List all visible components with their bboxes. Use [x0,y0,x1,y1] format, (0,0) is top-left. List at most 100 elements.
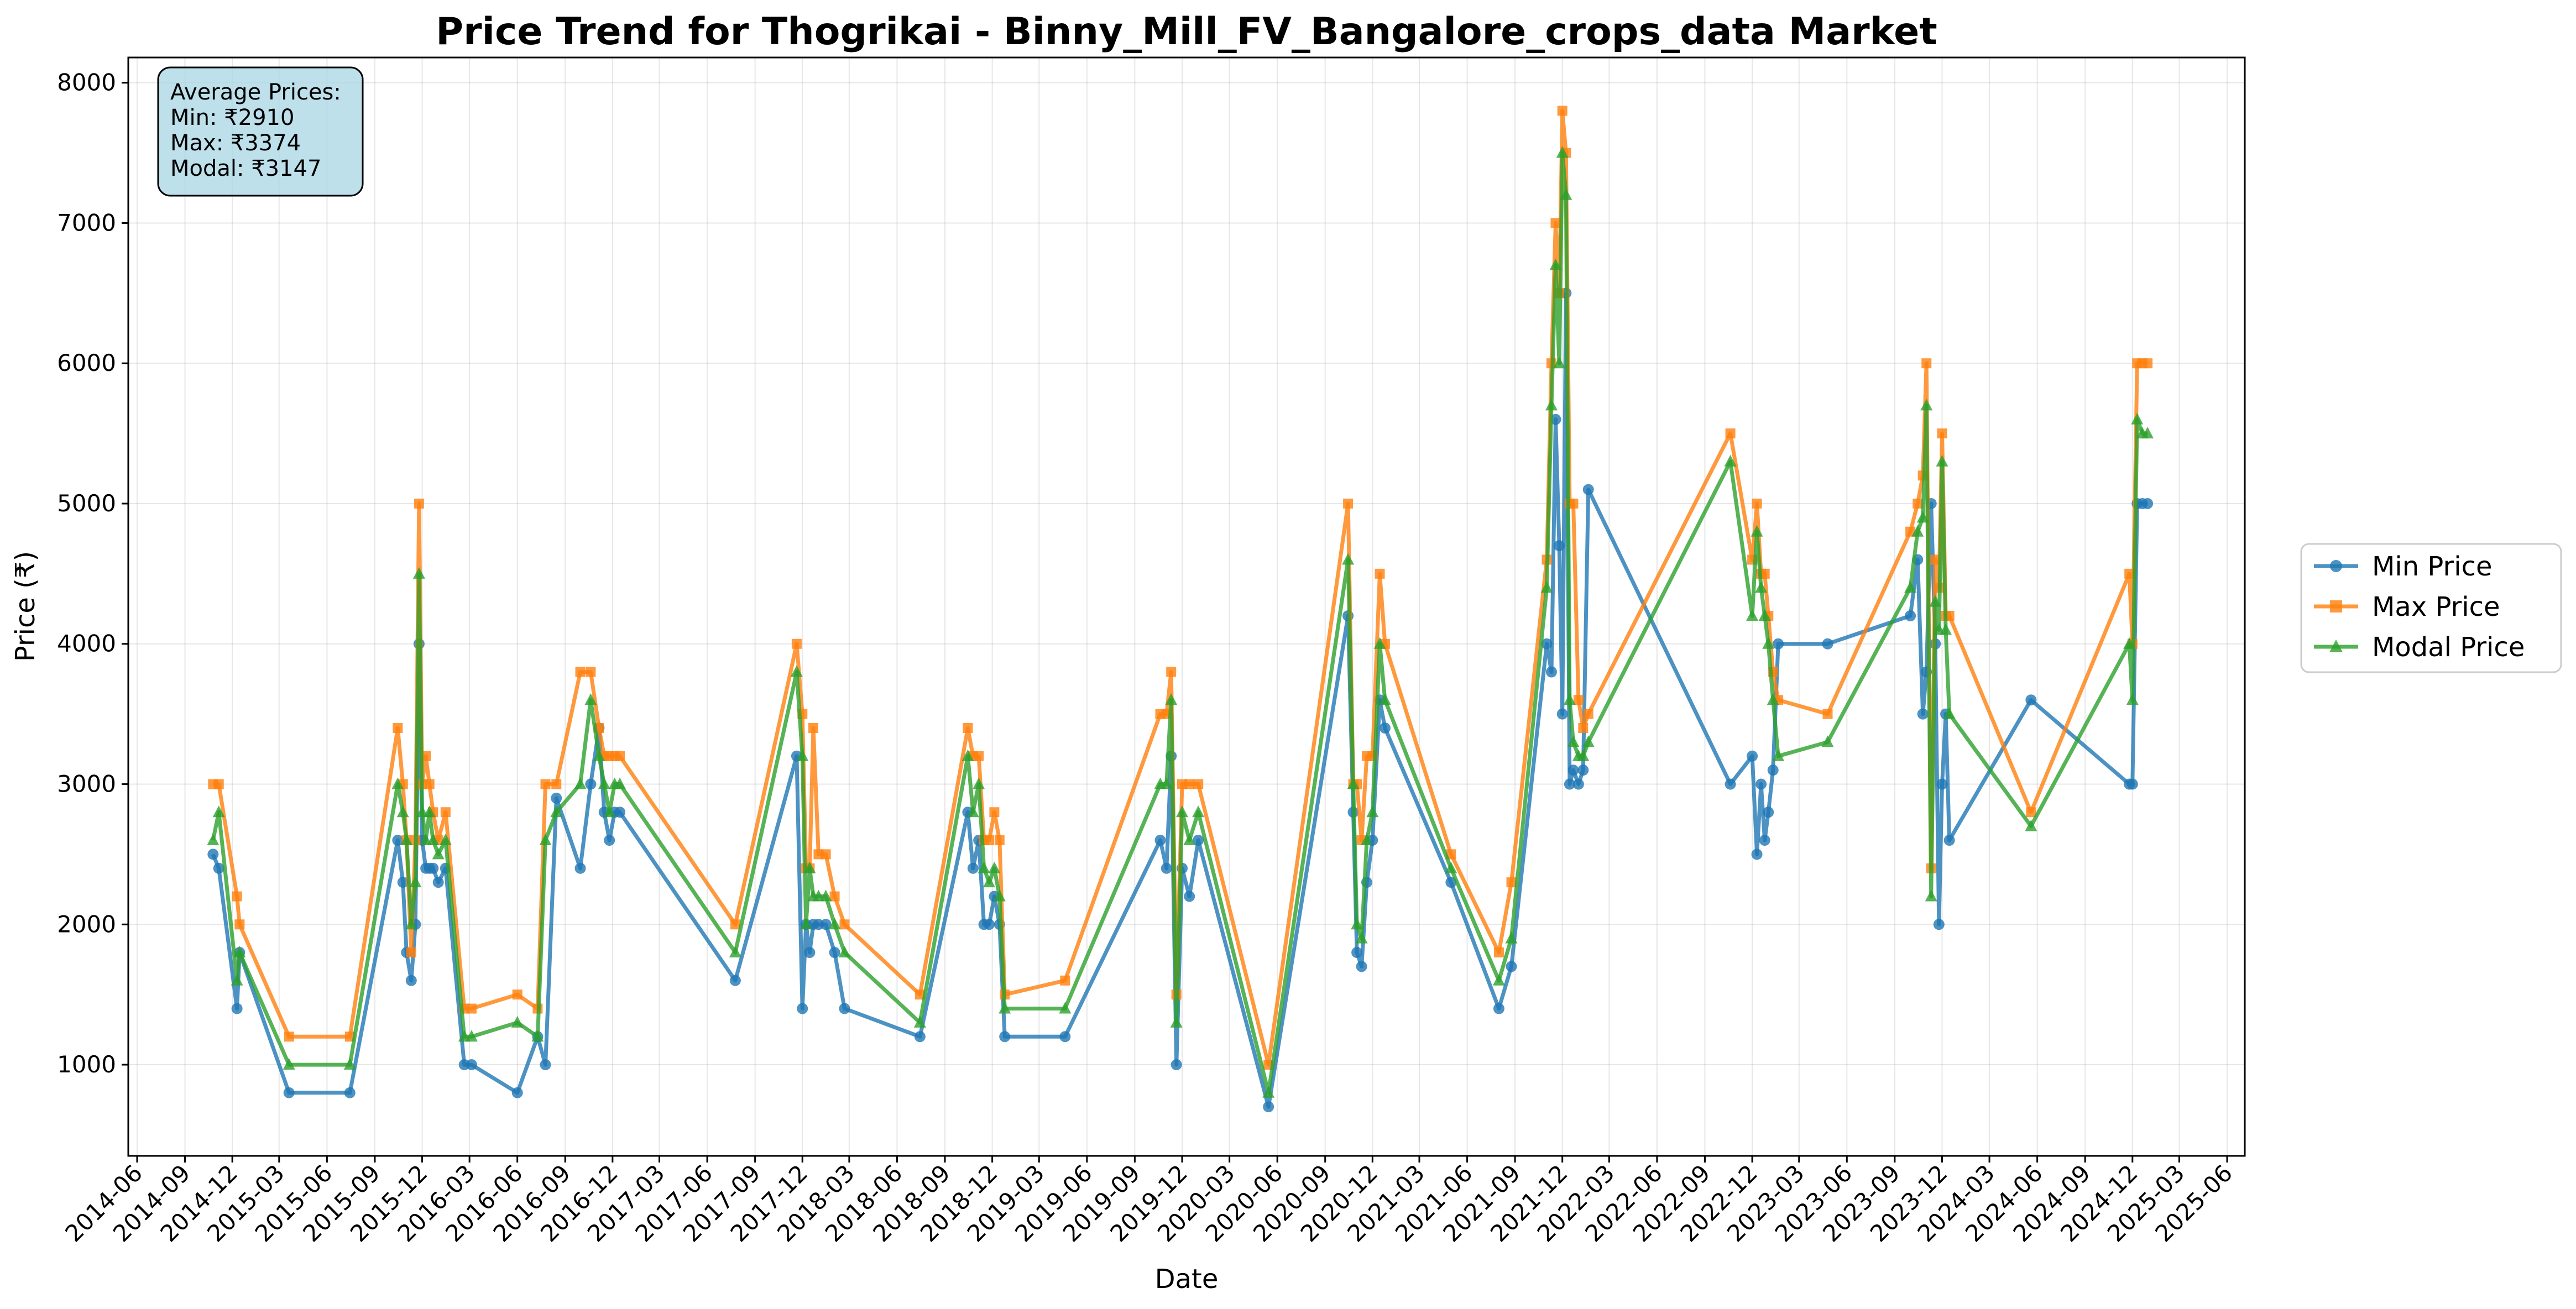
data-point-modal [603,805,616,818]
data-point-modal [1556,146,1569,158]
data-point-max [1343,498,1354,509]
data-point-min [551,792,562,804]
data-point-max [1759,568,1770,579]
data-point-modal [550,805,563,818]
data-point-min [1184,891,1195,902]
data-point-max [1822,709,1833,719]
data-point-modal [1746,609,1759,621]
data-point-modal [1170,1015,1183,1028]
data-point-max [963,723,973,734]
data-point-modal [539,834,552,846]
data-point-min [1193,835,1204,846]
stats-box: Average Prices: Min: ₹2910 Max: ₹3374 Mo… [157,66,364,197]
data-point-min [1545,666,1557,678]
stats-min: Min: ₹2910 [170,105,294,130]
data-point-max [393,723,403,734]
data-point-max [1193,779,1204,789]
data-point-min [1506,961,1517,972]
data-point-max [284,1032,294,1042]
data-point-modal [1724,454,1737,467]
data-point-modal [1904,581,1917,593]
data-point-modal [1059,1002,1072,1014]
data-point-max [575,667,586,677]
data-point-modal [283,1058,295,1070]
data-point-modal [531,1030,544,1042]
data-point-min [1751,849,1763,860]
data-point-modal [1360,834,1373,846]
data-point-min [1763,807,1774,818]
y-tick-label: 3000 [57,771,116,798]
data-point-min [511,1087,523,1098]
data-point-modal [2131,412,2144,425]
data-point-min [1154,835,1166,846]
data-point-max [1578,723,1589,734]
data-point-modal [978,861,990,873]
data-point-max [1752,498,1762,509]
series-min [207,287,2154,1113]
y-tick-label: 7000 [57,209,116,236]
legend-item-max: Max Price [2314,591,2500,622]
data-point-modal [1342,553,1355,565]
data-point-max [1184,779,1195,789]
data-point-min [1564,778,1575,790]
data-point-max [1905,526,1916,537]
legend-marker-max [2330,600,2342,612]
data-point-max [974,751,984,761]
data-point-modal [1176,805,1189,818]
stats-box-title: Average Prices: [170,80,341,105]
data-point-max [551,779,562,789]
data-point-modal [427,834,440,846]
data-point-modal [1772,749,1785,761]
data-point-min [213,862,224,874]
data-point-modal [405,918,417,930]
data-point-max [1930,554,1941,565]
data-point-min [1351,947,1363,959]
data-point-min [820,919,832,930]
data-point-modal [1549,258,1562,270]
data-point-min [1572,778,1584,790]
plot-frame [127,56,2246,1157]
data-point-min [1567,765,1579,776]
plot-area [127,56,2246,1157]
data-point-modal [574,777,587,789]
data-point-modal [1940,623,1952,635]
y-axis-label: Price (₹) [10,551,41,662]
chart-title: Price Trend for Thogrikai - Binny_Mill_F… [436,10,1937,54]
data-point-max [839,919,850,930]
data-point-modal [1192,805,1205,818]
legend-label-min: Min Price [2372,551,2493,582]
legend-marker-modal [2329,640,2343,652]
data-point-max [615,751,625,761]
data-point-max [2143,358,2153,369]
y-tick-label: 5000 [57,490,116,517]
data-point-min [1582,484,1594,495]
data-point-min [432,877,444,888]
data-point-modal [1540,581,1553,593]
data-point-min [1554,540,1565,552]
legend: Min Price Max Price Modal Price [2300,543,2562,673]
data-point-min [729,975,741,986]
series-line-min [211,291,2148,1109]
data-point-min [540,1059,551,1071]
data-point-max [1725,428,1736,439]
data-point-max [586,667,596,677]
stats-modal: Modal: ₹3147 [170,156,321,181]
data-point-max [232,891,242,902]
data-point-modal [423,805,436,818]
data-point-modal [593,749,605,761]
data-point-modal [1445,861,1457,873]
data-point-max [2026,807,2036,818]
data-point-max [821,849,831,860]
data-point-modal [598,777,610,789]
data-point-min [839,1003,850,1014]
data-point-modal [2141,427,2154,439]
data-point-modal [1505,931,1518,944]
data-point-min [2142,498,2154,509]
data-point-modal [1751,525,1763,537]
stats-box-background [157,66,364,197]
data-point-max [440,807,451,818]
data-point-modal [439,834,452,846]
data-point-modal [432,847,445,860]
data-point-max [1493,947,1504,958]
data-point-modal [966,805,979,818]
